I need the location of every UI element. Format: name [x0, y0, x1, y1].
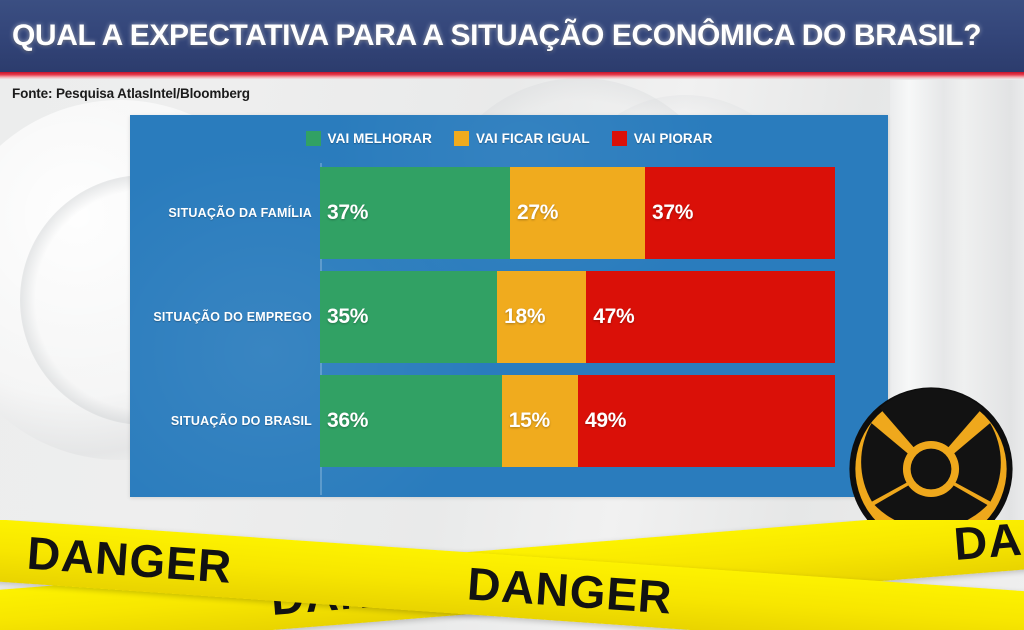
bar-value-label: 27% [517, 201, 559, 224]
danger-tape-label: DANGER [465, 557, 675, 624]
plot-area: SITUAÇÃO DA FAMÍLIA 37% 27% 37% SITUAÇÃO… [130, 161, 888, 497]
bar-value-label: 36% [327, 409, 369, 432]
bar-value-label: 47% [593, 305, 635, 328]
stacked-bar: 35% 18% 47% [320, 271, 835, 363]
header-band: QUAL A EXPECTATIVA PARA A SITUAÇÃO ECONÔ… [0, 0, 1024, 72]
bar-value-label: 35% [327, 305, 369, 328]
legend-swatch-icon [305, 131, 321, 146]
bar-segment-vai-ficar-igual: 15% [501, 375, 578, 467]
stacked-bar: 36% 15% 49% [320, 375, 835, 467]
bar-segment-vai-ficar-igual: 27% [510, 167, 645, 259]
category-label: SITUAÇÃO DA FAMÍLIA [168, 206, 312, 220]
page-title: QUAL A EXPECTATIVA PARA A SITUAÇÃO ECONÔ… [12, 19, 982, 52]
legend-label: VAI FICAR IGUAL [475, 131, 590, 146]
category-label: SITUAÇÃO DO EMPREGO [153, 310, 312, 324]
header-divider-rule [0, 72, 1024, 79]
bar-segment-vai-melhorar: 36% [320, 375, 502, 467]
radiation-trefoil-icon [846, 384, 1016, 554]
legend-label: VAI MELHORAR [327, 131, 432, 146]
legend-item-vai-piorar: VAI PIORAR [611, 131, 713, 146]
danger-tape-label: DANGER [25, 526, 234, 593]
chart-legend: VAI MELHORAR VAI FICAR IGUAL VAI PIORAR [130, 131, 888, 146]
category-label: SITUAÇÃO DO BRASIL [170, 414, 312, 428]
legend-swatch-icon [453, 131, 469, 146]
danger-tape-overlay: DANGER DANGER DANGER DANGER [0, 520, 1024, 630]
bar-segment-vai-piorar: 49% [578, 375, 835, 467]
bar-value-label: 37% [327, 201, 369, 224]
legend-swatch-icon [611, 131, 627, 146]
legend-item-vai-melhorar: VAI MELHORAR [305, 131, 432, 146]
bar-value-label: 49% [585, 409, 627, 432]
legend-item-vai-ficar-igual: VAI FICAR IGUAL [453, 131, 590, 146]
table-row: SITUAÇÃO DO EMPREGO 35% 18% 47% [130, 271, 888, 363]
danger-tape-label: DANGER [951, 520, 1024, 571]
stacked-bar: 37% 27% 37% [320, 167, 835, 259]
table-row: SITUAÇÃO DA FAMÍLIA 37% 27% 37% [130, 167, 888, 259]
bar-segment-vai-piorar: 47% [586, 271, 835, 363]
bar-value-label: 18% [504, 305, 546, 328]
bar-value-label: 37% [651, 201, 694, 224]
bar-segment-vai-piorar: 37% [644, 167, 835, 259]
source-attribution: Fonte: Pesquisa AtlasIntel/Bloomberg [12, 86, 250, 101]
bar-segment-vai-melhorar: 35% [320, 271, 498, 363]
bar-value-label: 15% [508, 409, 550, 432]
bar-segment-vai-ficar-igual: 18% [497, 271, 587, 363]
table-row: SITUAÇÃO DO BRASIL 36% 15% 49% [130, 375, 888, 467]
bar-segment-vai-melhorar: 37% [320, 167, 511, 259]
legend-label: VAI PIORAR [633, 131, 713, 146]
chart-panel: VAI MELHORAR VAI FICAR IGUAL VAI PIORAR … [130, 115, 888, 497]
